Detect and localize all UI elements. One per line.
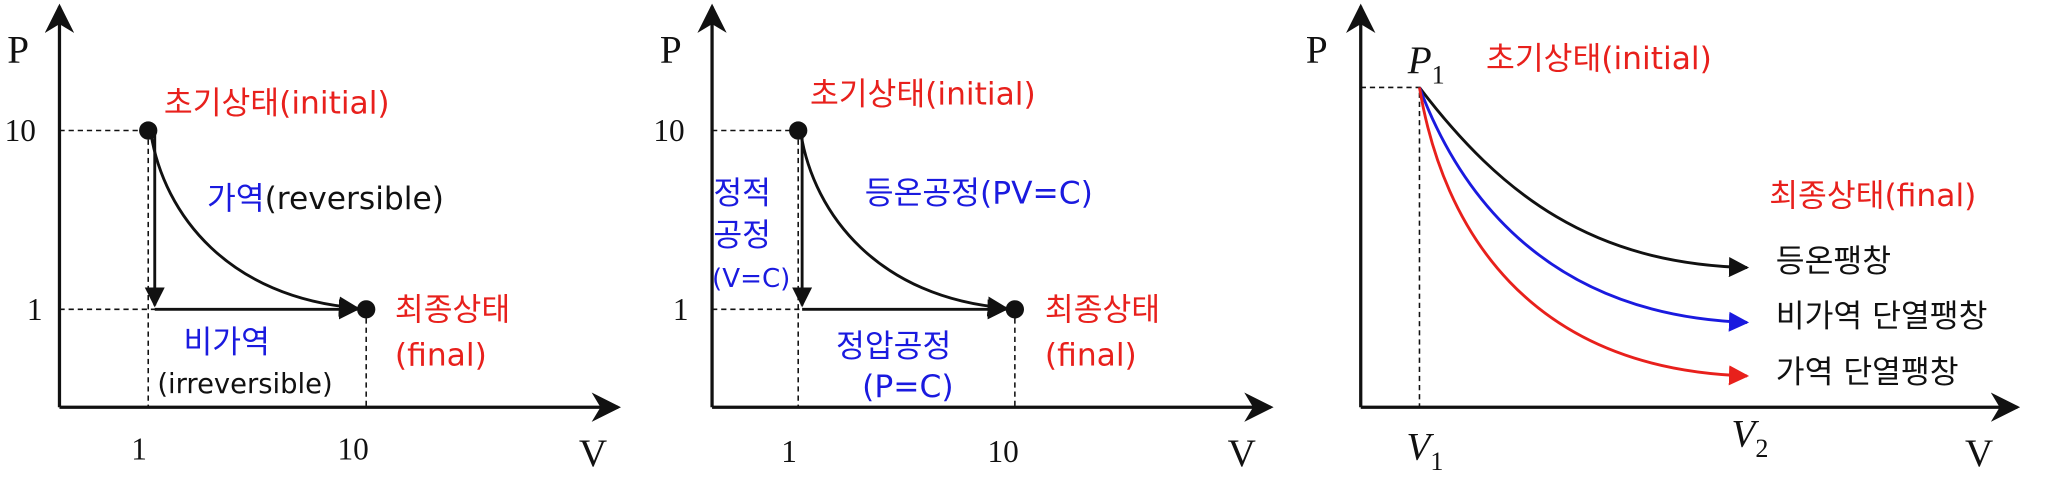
irreversible-en: (irreversible) [157,369,332,400]
initial-label: 초기상태(initial) [164,86,390,122]
v2-subscript: 2 [1755,434,1768,463]
p1-symbol: P [1407,39,1432,82]
panel-1: P V 10 1 1 10 초기상태(initial) 가역(reversibl… [5,3,622,475]
v1-symbol: V [1406,425,1434,468]
reversible-en: (reversible) [265,181,444,217]
p1-label: P1 [1407,39,1445,89]
final-label-en: (final) [395,337,487,373]
y-axis-label: P [7,29,29,72]
panel-3: P V P1 V1 V2 초기상태(initial) 최종상태(final) 등… [1306,3,2021,476]
y-tick: 10 [653,113,684,148]
irreversible-adiabatic-curve [1418,86,1750,332]
v2-label: V2 [1731,412,1768,462]
isobaric-2: (P=C) [862,369,953,405]
y-axis-label: P [660,29,682,72]
initial-label: 초기상태(initial) [1486,41,1712,77]
isochoric-1: 정적 [713,176,771,212]
isothermal-label: 등온공정(PV=C) [865,176,1093,212]
final-point [357,300,376,319]
curve-label: 비가역 단열팽창 [1776,298,1988,334]
p1-subscript: 1 [1432,61,1445,90]
y-axis-label: P [1306,29,1328,72]
x-tick: 10 [337,431,368,466]
final-label: 최종상태 [395,292,510,328]
x-tick: 10 [987,434,1018,469]
initial-label: 초기상태(initial) [810,76,1036,112]
isochoric-3: (V=C) [712,264,790,294]
guide [1360,86,1421,408]
x-tick: 1 [131,431,147,466]
isothermal-curve [1418,86,1750,278]
irreversible-ko: 비가역 [183,324,269,360]
final-label: 최종상태(final) [1769,178,1976,214]
y-tick: 1 [673,292,689,327]
reversible-path [149,132,360,317]
reversible-ko: 가역 [207,181,265,217]
y-tick: 1 [27,292,43,327]
final-label: 최종상태 [1045,292,1160,328]
guide [59,129,367,408]
x-axis-label: V [1228,432,1256,475]
isobaric-1: 정압공정 [836,328,951,364]
final-point [1005,300,1024,319]
curve-label: 등온팽창 [1776,243,1891,279]
v1-label: V1 [1406,425,1443,475]
reversible-adiabatic-curve [1418,87,1750,386]
x-tick: 1 [781,434,797,469]
final-label-en: (final) [1045,337,1137,373]
panel-2: P V 10 1 1 10 초기상태(initial) 정적 공정 (V=C) … [653,3,1274,475]
v1-subscript: 1 [1430,447,1443,476]
v2-symbol: V [1731,412,1759,455]
y-tick: 10 [5,113,36,148]
reversible-label: 가역(reversible) [207,181,444,217]
x-axis-label: V [1965,432,1993,475]
x-axis-label: V [579,432,607,475]
curve-label: 가역 단열팽창 [1776,354,1959,390]
isochoric-2: 공정 [713,217,771,253]
initial-point [789,121,808,140]
initial-point [139,121,158,140]
isothermal-path [799,132,1008,317]
